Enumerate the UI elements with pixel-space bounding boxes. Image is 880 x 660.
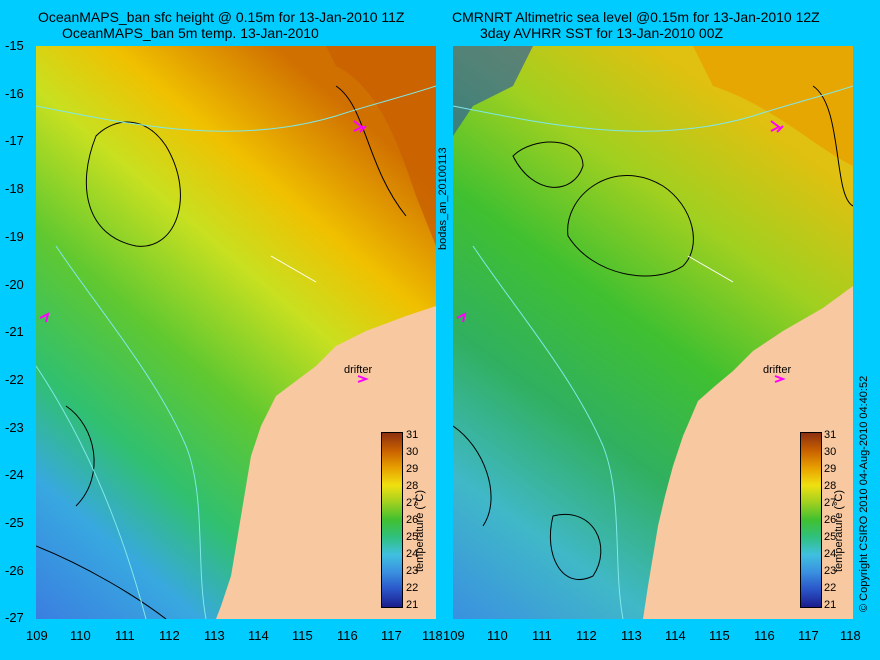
x-tick-label: 109: [443, 628, 465, 643]
colorbar-tick: 30: [824, 446, 837, 458]
x-tick-label: 113: [621, 628, 642, 643]
contour-line: [512, 141, 584, 188]
y-tick-label: -19: [5, 229, 24, 244]
right-map-panel: drifter: [453, 46, 853, 619]
colorbar-tick: 21: [406, 599, 419, 611]
bathymetry-line: [55, 245, 207, 619]
x-tick-label: 114: [665, 628, 686, 643]
drifter-marker: [357, 375, 369, 383]
right-map: [453, 46, 853, 619]
x-tick-label: 111: [532, 628, 552, 643]
x-tick-label: 118: [840, 628, 861, 643]
drifter-marker: [456, 312, 467, 323]
y-tick-label: -22: [5, 372, 24, 387]
colorbar-tick: 26: [406, 514, 419, 526]
colorbar-label: temperature (°C): [833, 489, 845, 572]
colorbar-tick: 21: [824, 599, 837, 611]
x-tick-label: 112: [576, 628, 597, 643]
drifter-marker: [770, 120, 784, 133]
y-tick-label: -24: [5, 467, 24, 482]
left-map: [36, 46, 436, 619]
transect-line: [270, 255, 317, 283]
x-tick-label: 110: [487, 628, 508, 643]
y-tick-label: -17: [5, 133, 24, 148]
colorbar-tick: 28: [824, 480, 837, 492]
x-tick-label: 110: [70, 628, 91, 643]
y-tick-label: -18: [5, 181, 24, 196]
colorbar-tick: 31: [824, 429, 837, 441]
colorbar-tick: 30: [406, 446, 419, 458]
x-tick-label: 116: [754, 628, 775, 643]
contour-line: [85, 121, 181, 247]
x-tick-label: 109: [26, 628, 48, 643]
y-tick-label: -16: [5, 86, 24, 101]
colorbar-tick: 25: [824, 531, 837, 543]
colorbar-tick: 27: [824, 497, 837, 509]
left-map-panel: drifter: [36, 46, 436, 619]
warm-core: [326, 46, 436, 246]
file-label: bodas_an_20100113: [437, 147, 449, 250]
contour-line: [335, 85, 407, 217]
drifter-label: drifter: [344, 364, 373, 376]
colorbar-tick: 26: [824, 514, 837, 526]
colorbar-tick: 29: [406, 463, 419, 475]
colorbar-gradient: [381, 432, 403, 608]
colorbar-label: temperature (°C): [414, 489, 426, 572]
y-tick-label: -27: [5, 610, 24, 625]
y-tick-label: -21: [5, 324, 24, 339]
copyright-text: © Copyright CSIRO 2010 04-Aug-2010 04:40…: [858, 375, 870, 612]
colorbar-tick: 27: [406, 497, 419, 509]
colorbar-tick: 24: [824, 548, 837, 560]
bathymetry-line: [453, 85, 853, 132]
drifter-label: drifter: [763, 364, 792, 376]
contour-line: [65, 405, 95, 507]
drifter-marker: [353, 120, 367, 133]
y-tick-label: -25: [5, 515, 24, 530]
x-tick-label: 111: [115, 628, 135, 643]
left-title-line1: OceanMAPS_ban sfc height @ 0.15m for 13-…: [38, 9, 405, 25]
right-title-line1: CMRNRT Altimetric sea level @0.15m for 1…: [452, 9, 820, 25]
x-tick-label: 116: [337, 628, 358, 643]
contour-line: [549, 514, 602, 580]
colorbar-tick: 31: [406, 429, 419, 441]
bathymetry-line: [36, 85, 436, 132]
colorbar-tick: 23: [406, 565, 419, 577]
colorbar-tick: 29: [824, 463, 837, 475]
right-title-line2: 3day AVHRR SST for 13-Jan-2010 00Z: [480, 25, 724, 41]
contour-line: [453, 425, 492, 527]
colorbar-tick: 22: [824, 582, 837, 594]
colorbar-tick: 23: [824, 565, 837, 577]
x-tick-label: 112: [159, 628, 180, 643]
bathymetry-line: [36, 365, 147, 619]
bathymetry-line: [472, 245, 624, 619]
x-tick-label: 114: [248, 628, 269, 643]
drifter-marker: [39, 312, 50, 323]
drifter-marker: [774, 375, 786, 383]
y-tick-label: -15: [5, 38, 24, 53]
x-tick-label: 118: [422, 628, 443, 643]
colorbar-tick: 25: [406, 531, 419, 543]
colorbar-tick: 24: [406, 548, 419, 560]
colorbar-tick: 28: [406, 480, 419, 492]
colorbar-gradient: [800, 432, 822, 608]
warm-core: [693, 46, 853, 166]
left-title-line2: OceanMAPS_ban 5m temp. 13-Jan-2010: [62, 25, 319, 41]
x-tick-label: 117: [798, 628, 819, 643]
y-tick-label: -26: [5, 563, 24, 578]
x-tick-label: 117: [381, 628, 402, 643]
contour-line: [567, 175, 694, 277]
y-tick-label: -20: [5, 277, 24, 292]
cloud-mask: [453, 46, 533, 136]
x-tick-label: 115: [292, 628, 313, 643]
colorbar-tick: 22: [406, 582, 419, 594]
x-tick-label: 113: [204, 628, 225, 643]
x-tick-label: 115: [709, 628, 730, 643]
contour-line: [36, 545, 167, 619]
transect-line: [687, 255, 734, 283]
y-tick-label: -23: [5, 420, 24, 435]
